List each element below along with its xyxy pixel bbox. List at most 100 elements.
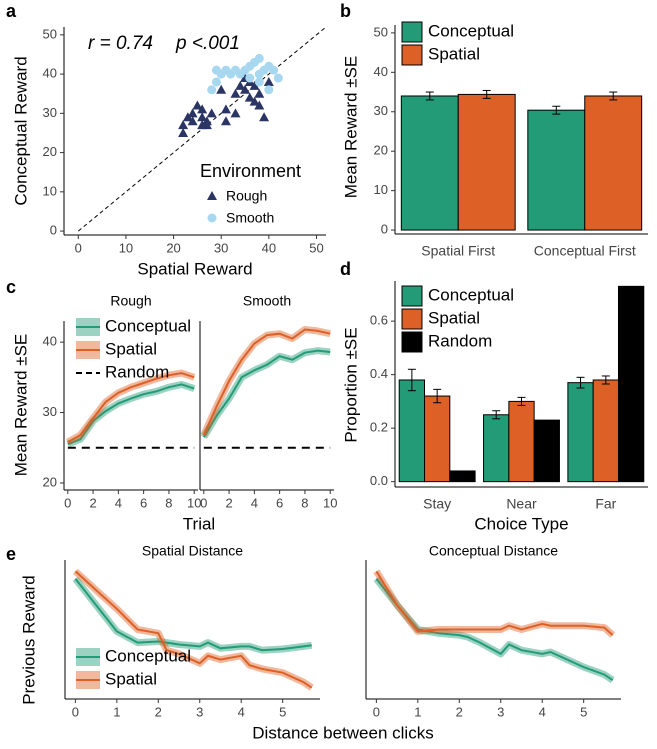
y-tick-label: 40: [374, 64, 388, 79]
point: [178, 120, 189, 130]
point: [230, 108, 241, 118]
x-tick-label: 2: [155, 704, 162, 719]
legend-swatch: [401, 285, 423, 307]
y-tick-label: 50: [43, 26, 57, 41]
x-tick-label: 10: [119, 240, 133, 255]
y-tick-label: 20: [374, 143, 388, 158]
bar: [533, 419, 560, 483]
legend-swatch: [401, 21, 423, 43]
y-axis-label: Previous Reward: [19, 575, 38, 704]
legend-label: Random: [428, 331, 492, 350]
x-tick-label: 4: [251, 495, 258, 510]
annotation: r = 0.74: [88, 33, 153, 54]
x-tick-label: 8: [165, 495, 172, 510]
legend-label: Random: [105, 362, 169, 381]
bar: [449, 470, 476, 483]
point: [182, 112, 193, 122]
panel-letter: e: [6, 544, 16, 564]
point: [263, 76, 274, 86]
x-axis-label: Trial: [183, 514, 215, 533]
panel-letter: b: [340, 1, 351, 21]
legend-label: Spatial: [105, 339, 157, 358]
legend-swatch: [401, 44, 423, 66]
legend-label: Spatial: [428, 308, 480, 327]
point: [245, 73, 255, 83]
facet-title: Rough: [110, 293, 151, 309]
point: [197, 112, 208, 122]
bar: [483, 414, 510, 483]
x-tick-label: 0: [75, 240, 82, 255]
x-axis-label: Choice Type: [474, 514, 568, 533]
x-tick-label: 5: [279, 704, 286, 719]
ribbon: [72, 576, 313, 654]
x-axis-label: Distance between clicks: [252, 723, 433, 742]
point: [254, 77, 264, 87]
y-axis-label: Proportion ±SE: [341, 327, 360, 442]
x-tick-label: 2: [89, 495, 96, 510]
legend-swatch: [401, 308, 423, 330]
y-tick-label: 10: [374, 182, 388, 197]
x-tick-label: 8: [301, 495, 308, 510]
point: [216, 84, 227, 94]
y-tick-label: 0: [381, 221, 388, 236]
point: [264, 85, 274, 95]
y-tick-label: 0.0: [370, 473, 388, 488]
identity-line: [77, 26, 327, 232]
point: [178, 127, 189, 137]
line: [202, 328, 331, 436]
facet-title: Smooth: [243, 293, 291, 309]
bar: [508, 400, 535, 483]
point: [220, 116, 231, 126]
x-tick-label: Spatial First: [421, 243, 495, 259]
y-tick-label: 0.6: [370, 313, 388, 328]
point: [273, 73, 283, 83]
legend-label: Spatial: [428, 44, 480, 63]
point: [211, 77, 221, 87]
point: [249, 96, 260, 106]
line: [74, 578, 312, 652]
x-tick-label: 6: [140, 495, 147, 510]
x-tick-label: Far: [595, 496, 616, 512]
x-tick-label: Stay: [423, 496, 451, 512]
y-tick-label: 30: [43, 404, 57, 419]
panel-letter: d: [340, 259, 351, 279]
y-tick-label: 20: [43, 144, 57, 159]
x-tick-label: 30: [214, 240, 228, 255]
x-tick-label: 3: [497, 704, 504, 719]
x-tick-label: 1: [113, 704, 120, 719]
bar: [457, 93, 516, 231]
point: [187, 108, 198, 118]
y-tick-label: 40: [43, 334, 57, 349]
y-tick-label: 0.2: [370, 420, 388, 435]
x-tick-label: 6: [276, 495, 283, 510]
y-tick-label: 50: [374, 24, 388, 39]
point: [254, 88, 265, 98]
legend-label: Conceptual: [428, 285, 514, 304]
legend-label: Conceptual: [428, 21, 514, 40]
point: [187, 116, 198, 126]
point: [244, 92, 255, 102]
x-tick-label: 4: [539, 704, 546, 719]
legend-label: Rough: [226, 188, 267, 204]
x-tick-label: 2: [225, 495, 232, 510]
point: [235, 80, 246, 90]
x-tick-label: 5: [580, 704, 587, 719]
point: [197, 104, 208, 114]
line: [67, 372, 195, 443]
ribbon: [200, 326, 331, 437]
x-tick-label: 40: [262, 240, 276, 255]
point: [192, 100, 203, 110]
point: [254, 53, 264, 63]
legend-swatch: [401, 331, 423, 353]
bar: [527, 109, 586, 231]
y-tick-label: 0: [50, 223, 57, 238]
point: [230, 88, 241, 98]
point: [269, 65, 279, 75]
line: [202, 349, 331, 438]
panel-letter: c: [6, 277, 16, 297]
bar: [592, 379, 619, 483]
point: [240, 84, 251, 94]
x-tick-label: 3: [196, 704, 203, 719]
point: [259, 112, 270, 122]
